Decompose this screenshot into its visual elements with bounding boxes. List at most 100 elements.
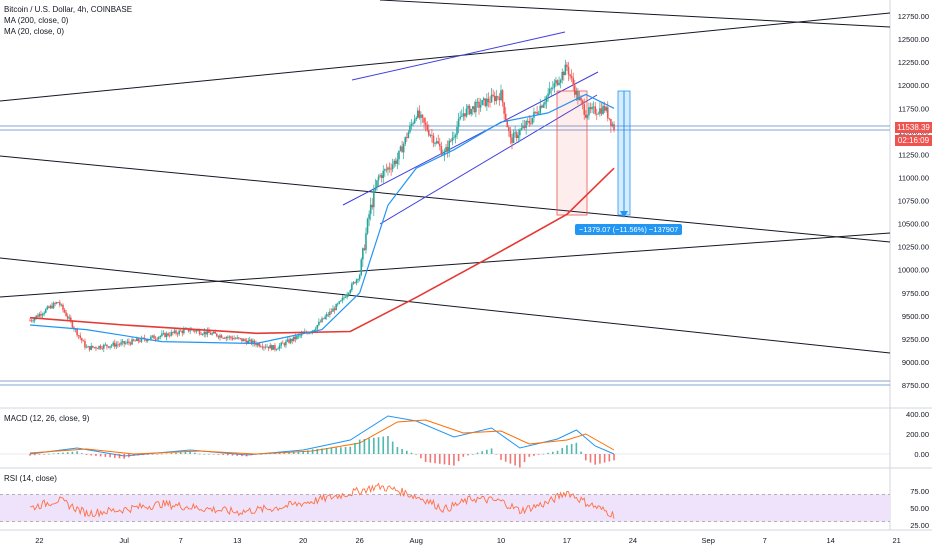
candle-body [482, 98, 485, 101]
candle-body [421, 114, 424, 118]
candle-body [391, 164, 394, 170]
candle-body [589, 107, 592, 110]
legend-ma200[interactable]: MA (200, close, 0) [4, 16, 69, 25]
candle-body [449, 140, 452, 142]
candle-body [478, 101, 480, 108]
candle-body [157, 337, 160, 339]
macd-histogram-bar [95, 454, 97, 456]
macd-label[interactable]: MACD (12, 26, close, 9) [4, 414, 90, 423]
candle-body [508, 127, 510, 132]
macd-histogram-bar [420, 454, 422, 459]
rsi-tick-label: 50.00 [910, 504, 929, 513]
candle-body [338, 301, 341, 304]
macd-histogram-bar [528, 454, 531, 457]
candle-body [512, 132, 515, 144]
rsi-tick-label: 75.00 [910, 487, 929, 496]
macd-histogram-bar [297, 451, 300, 454]
candle-body [401, 146, 403, 153]
candle-body [129, 342, 132, 345]
macd-histogram-bar [250, 454, 253, 456]
candle-body [423, 117, 425, 123]
trend-line [0, 155, 891, 243]
price-tick-label: 11750.00 [898, 104, 929, 113]
candle-body [283, 343, 286, 346]
candle-body [595, 113, 598, 115]
candle-body [281, 342, 284, 344]
candle-body [289, 338, 292, 343]
candle-body [322, 318, 325, 320]
candle-body [277, 348, 279, 350]
candle-body [324, 316, 326, 319]
candle-body [347, 292, 350, 295]
macd-histogram-bar [580, 451, 582, 454]
candle-body [341, 297, 344, 301]
candle-body [60, 304, 63, 306]
candle-body [584, 114, 587, 118]
time-tick-label: 24 [629, 536, 637, 545]
rsi-band [0, 494, 890, 522]
rsi-label[interactable]: RSI (14, close) [4, 474, 57, 483]
candle-body [500, 90, 502, 101]
candle-body [81, 338, 83, 341]
candle-body [382, 170, 385, 179]
macd-histogram-bar [349, 446, 352, 454]
candle-body [437, 141, 439, 144]
candle-body [340, 300, 342, 302]
candle-body [74, 328, 77, 330]
candle-body [154, 338, 157, 340]
macd-histogram-bar [462, 454, 465, 457]
macd-histogram-bar [264, 453, 267, 455]
candle-body [545, 96, 548, 103]
macd-histogram-bar [335, 447, 337, 454]
macd-histogram-bar [236, 454, 239, 456]
trend-line [379, 0, 891, 28]
macd-histogram-bar [184, 452, 187, 454]
candle-body [62, 304, 64, 310]
candle-body [457, 118, 460, 127]
candle-body [325, 314, 328, 317]
candle-body [380, 175, 383, 179]
candle-body [608, 118, 611, 120]
macd-histogram-bar [490, 448, 493, 454]
candle-body [321, 318, 323, 322]
macd-histogram-bar [208, 454, 210, 455]
macd-histogram-bar [603, 454, 606, 463]
macd-histogram-bar [288, 452, 290, 454]
time-tick-label: 22 [35, 536, 43, 545]
macd-histogram-bar [391, 441, 394, 454]
candle-body [418, 110, 421, 118]
candle-body [230, 336, 232, 338]
candle-body [52, 303, 55, 309]
candle-body [520, 128, 523, 130]
time-tick-label: 20 [299, 536, 307, 545]
macd-histogram-bar [566, 445, 568, 454]
candle-body [63, 309, 66, 313]
legend-ma20[interactable]: MA (20, close, 0) [4, 27, 65, 36]
candle-body [120, 342, 122, 345]
candle-body [205, 331, 207, 335]
candle-body [468, 105, 471, 115]
macd-histogram-bar [109, 454, 111, 458]
candle-body [402, 143, 405, 153]
candle-body [498, 97, 501, 101]
macd-histogram-bar [382, 436, 385, 454]
macd-histogram-bar [509, 454, 512, 464]
candle-body [99, 345, 102, 349]
macd-histogram-bar [231, 454, 234, 456]
price-tick-label: 12500.00 [898, 35, 929, 44]
candle-body [106, 344, 108, 347]
candle-body [40, 313, 42, 316]
macd-histogram-bar [99, 454, 102, 457]
symbol-title[interactable]: Bitcoin / U.S. Dollar, 4h, COINBASE [4, 5, 133, 14]
candle-body [355, 279, 358, 284]
candle-body [368, 214, 370, 219]
candle-body [542, 104, 545, 108]
candle-body [173, 330, 176, 333]
macd-tick-label: 200.00 [906, 430, 929, 439]
macd-histogram-bar [373, 437, 375, 454]
macd-histogram-bar [57, 453, 60, 454]
candle-body [346, 294, 348, 298]
candle-body [467, 105, 469, 109]
time-tick-label: 7 [179, 536, 183, 545]
